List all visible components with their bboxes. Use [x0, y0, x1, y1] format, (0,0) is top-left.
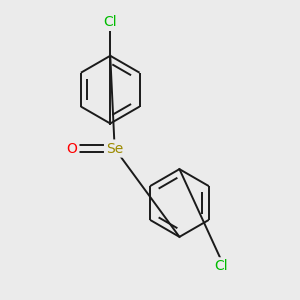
Text: O: O [67, 142, 77, 155]
Text: Se: Se [106, 142, 123, 155]
Text: Cl: Cl [214, 259, 227, 273]
Text: Cl: Cl [103, 15, 117, 29]
